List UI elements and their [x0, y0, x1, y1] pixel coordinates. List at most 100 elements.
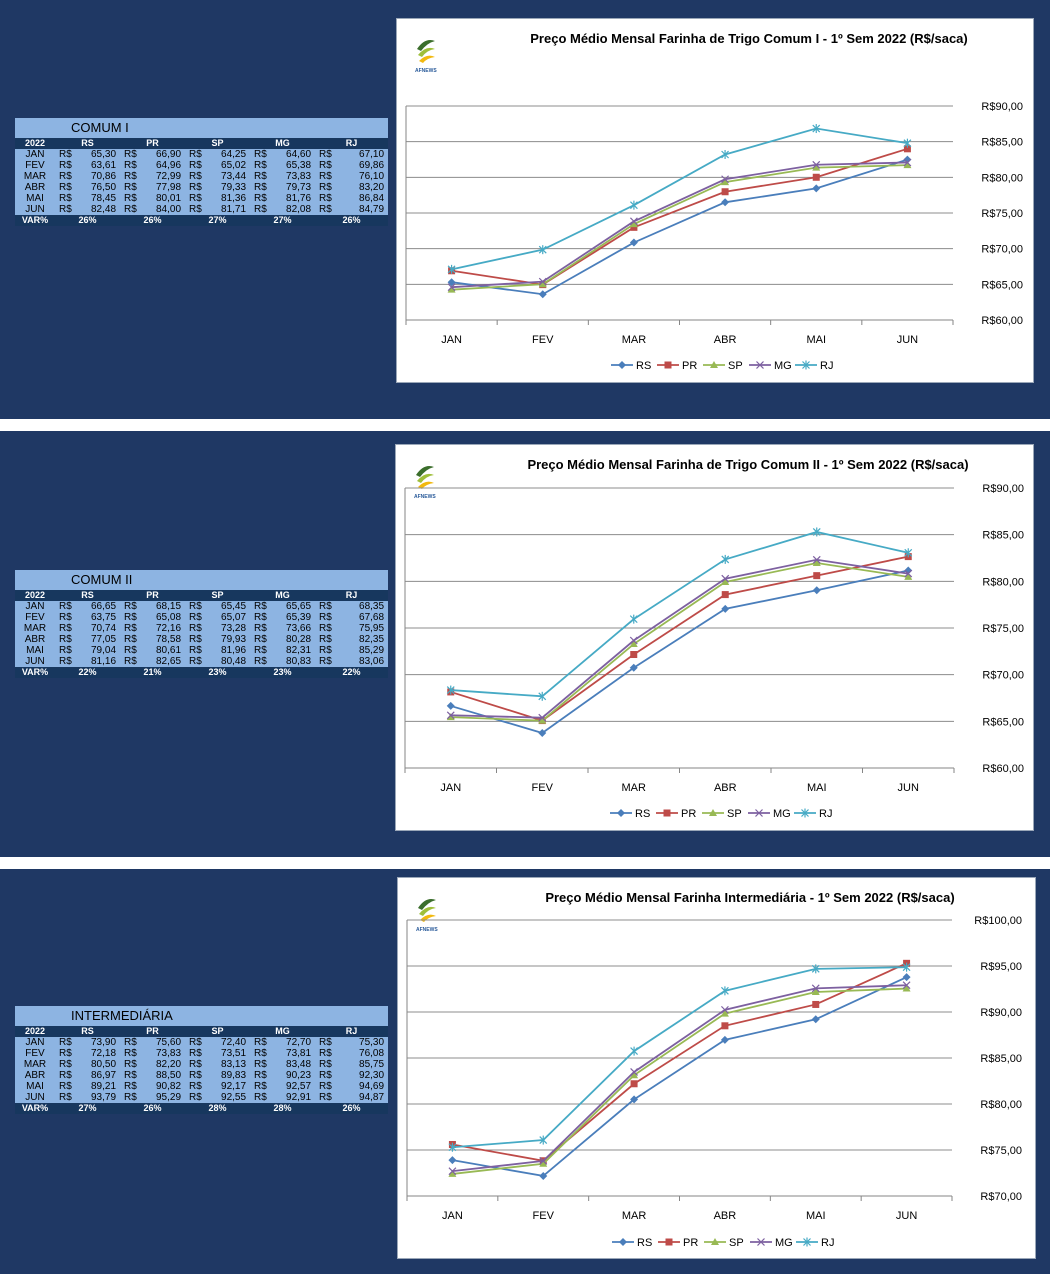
legend-marker — [757, 1238, 765, 1246]
cell-price: 92,57 — [272, 1081, 316, 1092]
cell-currency: R$ — [250, 623, 273, 634]
y-tick-label: R$70,00 — [980, 1191, 1022, 1203]
cell-currency: R$ — [120, 160, 143, 171]
data-point — [721, 198, 730, 207]
var-value: 27% — [55, 1103, 121, 1114]
marker-stroke — [448, 1167, 457, 1176]
cell-price: 76,10 — [337, 171, 389, 182]
chart-title: Preço Médio Mensal Farinha de Trigo Comu… — [530, 31, 968, 46]
cell-currency: R$ — [315, 634, 338, 645]
cell-currency: R$ — [185, 193, 208, 204]
data-point — [448, 1167, 457, 1176]
legend-label: RS — [637, 1237, 652, 1249]
cell-price: 65,02 — [207, 160, 251, 171]
row-month: MAI — [15, 645, 55, 656]
legend-marker — [663, 809, 671, 817]
cell-currency: R$ — [250, 171, 273, 182]
cell-currency: R$ — [185, 623, 208, 634]
cell-currency: R$ — [315, 612, 338, 623]
y-tick-label: R$90,00 — [981, 101, 1023, 113]
chart-legend: RS PR SP MG RJ — [612, 1237, 834, 1249]
table-row: MAI R$ 89,21 R$ 90,82 R$ 92,17 R$ 92,57 R$ 94,69 — [15, 1081, 389, 1092]
data-point — [903, 155, 912, 164]
cell-price: 75,30 — [337, 1037, 389, 1048]
cell-currency: R$ — [55, 1059, 77, 1070]
cell-price: 82,35 — [337, 634, 389, 645]
cell-currency: R$ — [315, 1037, 338, 1048]
cell-price: 94,87 — [337, 1092, 389, 1103]
series-mg — [447, 158, 912, 292]
cell-price: 92,91 — [272, 1092, 316, 1103]
var-value: 26% — [120, 215, 186, 226]
marker-stroke — [811, 984, 820, 993]
logo-text: AFNEWS — [414, 494, 436, 500]
table-row: MAR R$ 80,50 R$ 82,20 R$ 83,13 R$ 83,48 R$ 85,75 — [15, 1059, 389, 1070]
cell-price: 84,00 — [142, 204, 186, 215]
data-point — [629, 614, 638, 624]
cell-price: 81,16 — [77, 656, 121, 667]
table-row: MAR R$ 70,86 R$ 72,99 R$ 73,44 R$ 73,83 R$ 76,10 — [15, 171, 389, 182]
wheat-leaf-logo-icon: AFNEWS — [415, 40, 437, 74]
chart-intermediaria: Preço Médio Mensal Farinha Intermediária… — [397, 877, 1036, 1259]
table-row: FEV R$ 63,75 R$ 65,08 R$ 65,07 R$ 65,39 R$ 67,68 — [15, 612, 389, 623]
cell-price: 72,99 — [142, 171, 186, 182]
series-line — [452, 962, 907, 1162]
cell-price: 64,60 — [272, 149, 316, 160]
cell-currency: R$ — [185, 601, 208, 612]
data-point — [812, 184, 821, 193]
cell-price: 78,45 — [77, 193, 121, 204]
x-tick-label: ABR — [714, 782, 737, 794]
legend-label: RS — [636, 360, 651, 372]
table-row: JAN R$ 65,30 R$ 66,90 R$ 64,25 R$ 64,60 R$ 67,10 — [15, 149, 389, 160]
x-tick-label: MAI — [806, 334, 826, 346]
cell-currency: R$ — [55, 193, 77, 204]
cell-currency: R$ — [250, 1070, 273, 1081]
cell-price: 81,36 — [207, 193, 251, 204]
header-state: PR — [120, 590, 186, 601]
cell-price: 63,61 — [77, 160, 121, 171]
cell-currency: R$ — [185, 1070, 208, 1081]
cell-price: 86,84 — [337, 193, 389, 204]
cell-currency: R$ — [315, 182, 338, 193]
data-point — [447, 278, 456, 287]
cell-price: 65,45 — [207, 601, 251, 612]
cell-currency: R$ — [55, 171, 77, 182]
data-point — [446, 701, 455, 710]
cell-price: 84,79 — [337, 204, 389, 215]
cell-price: 73,83 — [142, 1048, 186, 1059]
marker-stroke — [538, 277, 547, 286]
legend-label: SP — [727, 808, 742, 820]
cell-price: 77,98 — [142, 182, 186, 193]
var-value: 23% — [185, 667, 251, 678]
x-tick-label: ABR — [714, 334, 737, 346]
price-table-intermediaria: INTERMEDIÁRIA 2022 RS PR SP MG RJ JAN R$ 73,90 R$ 7… — [15, 1006, 389, 1114]
cell-currency: R$ — [185, 1037, 208, 1048]
row-month: ABR — [15, 182, 55, 193]
logo-leaf — [418, 481, 434, 489]
series-line — [450, 555, 909, 722]
cell-currency: R$ — [55, 149, 77, 160]
cell-price: 73,66 — [272, 623, 316, 634]
cell-currency: R$ — [250, 193, 273, 204]
var-value: 21% — [120, 667, 186, 678]
series-mg — [446, 555, 913, 722]
row-month: ABR — [15, 1070, 55, 1081]
var-label: VAR% — [15, 1103, 55, 1114]
header-state: RJ — [315, 138, 389, 149]
cell-price: 65,39 — [272, 612, 316, 623]
header-state: PR — [120, 138, 186, 149]
cell-currency: R$ — [185, 182, 208, 193]
data-point — [448, 1156, 457, 1165]
marker-stroke — [756, 361, 764, 369]
series-mg — [448, 981, 911, 1176]
var-value: 26% — [120, 1103, 186, 1114]
table-title: INTERMEDIÁRIA — [15, 1006, 388, 1026]
data-point — [812, 163, 821, 171]
cell-price: 64,25 — [207, 149, 251, 160]
x-tick-label: MAI — [806, 1210, 826, 1222]
cell-price: 81,76 — [272, 193, 316, 204]
cell-price: 82,31 — [272, 645, 316, 656]
row-month: JUN — [15, 204, 55, 215]
cell-currency: R$ — [185, 645, 208, 656]
cell-price: 72,70 — [272, 1037, 316, 1048]
